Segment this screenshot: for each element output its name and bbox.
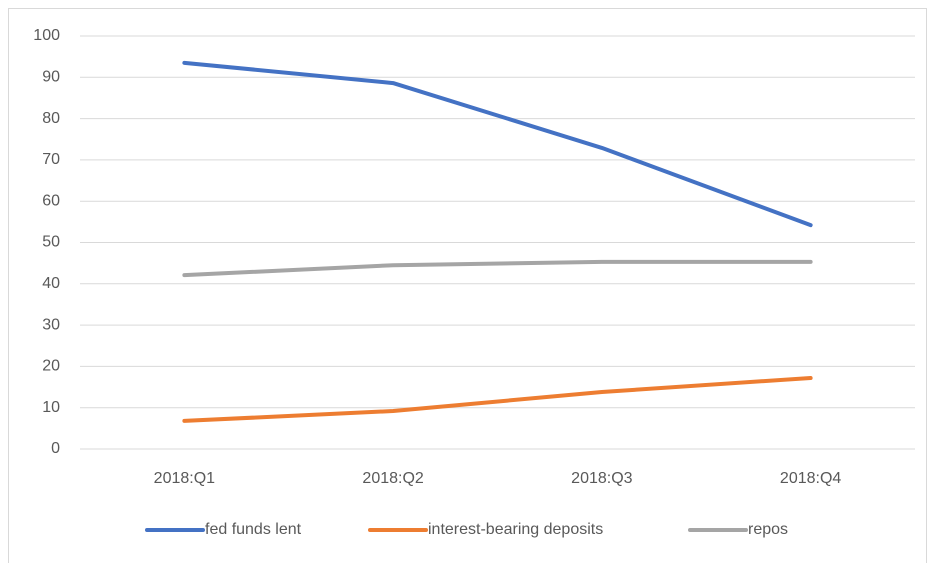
x-tick-label: 2018:Q3 (571, 470, 632, 487)
x-tick-label: 2018:Q2 (362, 470, 423, 487)
y-tick-label: 0 (51, 440, 60, 457)
y-tick-label: 70 (42, 151, 60, 168)
line-series (182, 259, 813, 278)
line-series (182, 375, 813, 423)
y-tick-label: 40 (42, 275, 60, 292)
y-tick-label: 20 (42, 358, 60, 375)
line-series (182, 60, 813, 228)
legend-label: repos (748, 521, 788, 538)
y-tick-label: 90 (42, 69, 60, 86)
y-tick-label: 50 (42, 234, 60, 251)
y-tick-label: 30 (42, 316, 60, 333)
legend-label: interest-bearing deposits (428, 521, 603, 538)
x-tick-label: 2018:Q4 (780, 470, 841, 487)
legend-label: fed funds lent (205, 521, 302, 538)
y-tick-label: 100 (33, 27, 60, 44)
y-tick-label: 10 (42, 399, 60, 416)
chart-border (8, 8, 927, 563)
y-tick-label: 80 (42, 110, 60, 127)
y-tick-label: 60 (42, 192, 60, 209)
x-tick-label: 2018:Q1 (154, 470, 215, 487)
